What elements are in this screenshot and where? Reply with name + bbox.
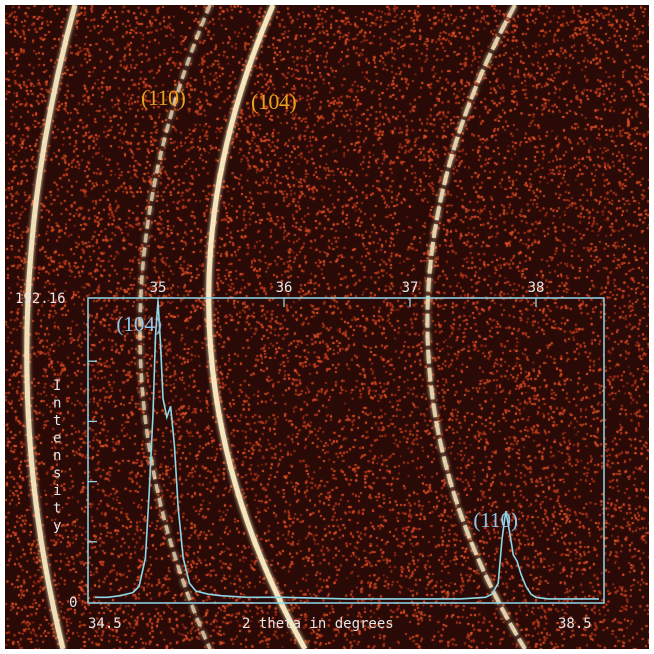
x-min-label: 34.5 — [88, 616, 122, 632]
ring-left-outer — [24, 5, 78, 649]
diffraction-image: (110) (104) 35 36 37 38 (104) (110) 192.16 0… — [5, 5, 649, 649]
ring-label-110: (110) — [141, 85, 186, 110]
ring-104 — [206, 5, 308, 649]
diffraction-rings — [24, 5, 527, 649]
ring-110 — [138, 5, 212, 649]
ring-right — [425, 5, 527, 649]
ring-label-104: (104) — [251, 89, 297, 114]
x-top-tick-label-2: 37 — [402, 280, 419, 296]
x-top-tick-label-1: 36 — [276, 280, 293, 296]
y-min-label: 0 — [69, 595, 77, 611]
intensity-plot: 35 36 37 38 (104) (110) 192.16 0 34.5 38.5 2… — [15, 280, 605, 632]
intensity-series-line — [95, 301, 599, 600]
x-max-label: 38.5 — [558, 616, 592, 632]
x-axis-label: 2 theta in degrees — [242, 616, 394, 632]
y-max-label: 192.16 — [15, 291, 66, 307]
speckle-background — [5, 5, 649, 649]
x-top-tick-label-3: 38 — [528, 280, 545, 296]
peak-annotation-1: (110) — [473, 508, 518, 532]
x-top-tick-label-0: 35 — [150, 280, 167, 296]
peak-annotation-0: (104) — [116, 312, 162, 336]
plot-frame — [87, 297, 605, 604]
